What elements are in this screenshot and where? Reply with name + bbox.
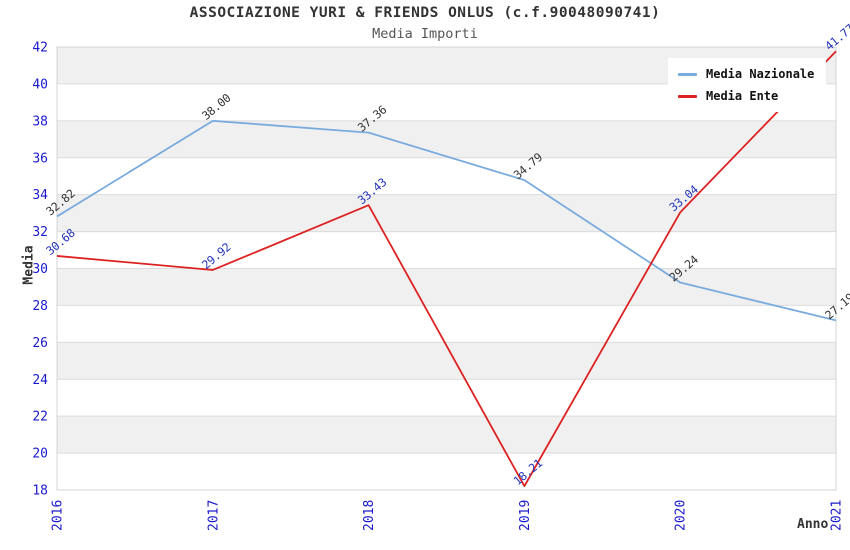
x-tick-label: 2018 [362, 500, 377, 531]
y-tick-label: 22 [32, 410, 48, 425]
legend-item-media-ente: Media Ente [678, 89, 814, 103]
media-ente-line [56, 50, 837, 488]
y-axis-label: Media [21, 245, 37, 285]
plot-border [56, 46, 837, 491]
plot-band [57, 231, 836, 269]
y-tick-label: 18 [32, 484, 48, 499]
media-nazionale-line-swatch [678, 72, 697, 76]
legend-item-media-nazionale: Media Nazionale [678, 67, 814, 81]
plot-band [57, 157, 836, 195]
y-tick-label: 38 [32, 114, 48, 129]
plot-band [57, 194, 836, 232]
y-tick-label: 28 [32, 299, 48, 314]
media-nazionale-line [56, 119, 837, 322]
x-tick-label: 2021 [830, 500, 845, 531]
media-ente-line-swatch [678, 94, 697, 98]
plot-band [57, 305, 836, 343]
y-tick-label: 24 [32, 373, 48, 388]
y-tick-label: 26 [32, 336, 48, 351]
y-tick-label: 30 [32, 262, 48, 277]
chart-subtitle: Media Importi [372, 26, 478, 42]
plot-band [57, 342, 836, 380]
x-tick-label: 2019 [518, 500, 533, 531]
x-tick-label: 2017 [206, 500, 221, 531]
legend-label-media-nazionale: Media Nazionale [706, 67, 815, 81]
plot-band [57, 120, 836, 158]
x-tick-label: 2020 [674, 500, 689, 531]
y-tick-label: 36 [32, 151, 48, 166]
legend: Media Nazionale Media Ente [668, 58, 827, 112]
x-tick-label: 2016 [51, 500, 66, 531]
y-tick-label: 34 [32, 188, 48, 203]
plot-band [57, 379, 836, 417]
x-axis-label: Anno [797, 517, 829, 532]
plot-band [57, 268, 836, 306]
y-tick-label: 32 [32, 225, 48, 240]
chart-title: ASSOCIAZIONE YURI & FRIENDS ONLUS (c.f.9… [189, 5, 661, 21]
y-tick-label: 42 [32, 41, 48, 56]
y-tick-label: 40 [32, 77, 48, 92]
plot-band [57, 416, 836, 454]
plot-band [57, 453, 836, 490]
y-tick-label: 20 [32, 447, 48, 462]
legend-label-media-ente: Media Ente [706, 89, 779, 103]
